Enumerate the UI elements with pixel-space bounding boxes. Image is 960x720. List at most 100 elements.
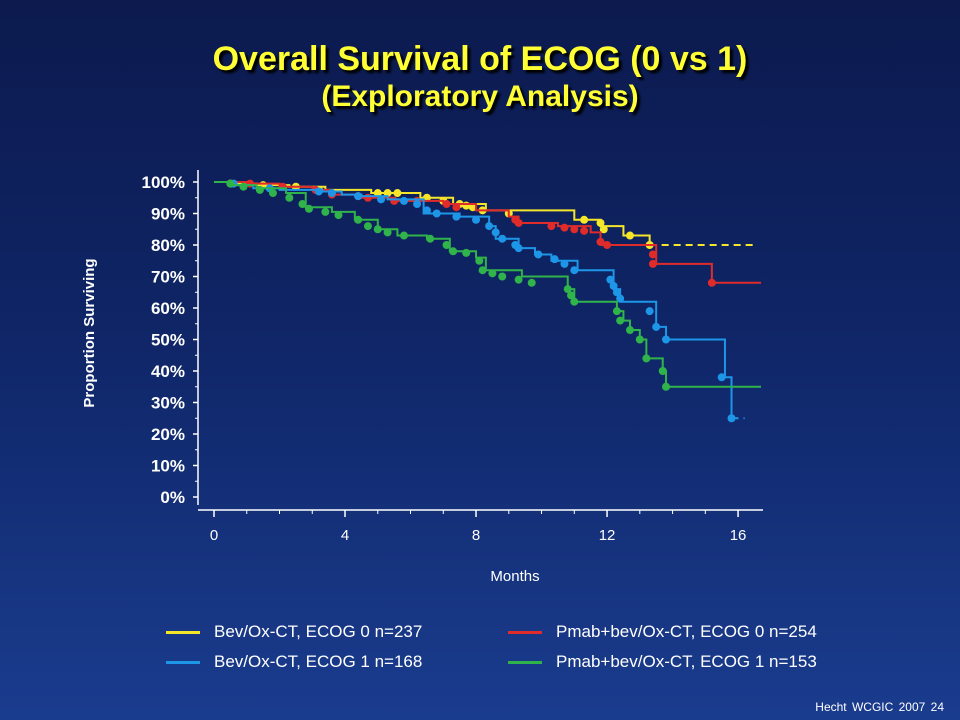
- censor-marker: [354, 192, 363, 201]
- censor-marker: [255, 185, 264, 194]
- censor-marker: [442, 200, 451, 209]
- y-tick-label: 90%: [151, 205, 185, 224]
- censor-marker: [239, 182, 248, 191]
- legend-label: Pmab+bev/Ox-CT, ECOG 0 n=254: [556, 622, 817, 641]
- censor-marker: [314, 187, 323, 196]
- legend-label: Bev/Ox-CT, ECOG 1 n=168: [214, 652, 423, 671]
- legend-label: Bev/Ox-CT, ECOG 0 n=237: [214, 622, 423, 641]
- censor-marker: [625, 231, 634, 240]
- censor-marker: [662, 382, 671, 391]
- censor-marker: [268, 189, 277, 198]
- censor-marker: [648, 259, 657, 268]
- censor-marker: [327, 189, 336, 198]
- censor-marker: [662, 335, 671, 344]
- censor-marker: [609, 281, 618, 290]
- censor-marker: [383, 228, 392, 237]
- censor-marker: [616, 294, 625, 303]
- censor-marker: [534, 250, 543, 259]
- censor-marker: [485, 222, 494, 231]
- legend-swatch: [166, 630, 200, 634]
- y-tick-label: 40%: [151, 362, 185, 381]
- x-tick-label: 16: [730, 527, 747, 544]
- chart-title: Overall Survival of ECOG (0 vs 1): [212, 40, 748, 78]
- censor-marker: [377, 195, 386, 204]
- x-tick-label: 0: [210, 527, 218, 544]
- censor-marker: [560, 259, 569, 268]
- censor-marker: [373, 189, 382, 198]
- censor-marker: [363, 193, 372, 202]
- censor-marker: [226, 179, 235, 188]
- censor-marker: [452, 203, 461, 212]
- censor-marker: [452, 212, 461, 221]
- censor-marker: [399, 196, 408, 205]
- censor-marker: [422, 193, 431, 202]
- y-tick-label: 70%: [151, 268, 185, 287]
- censor-marker: [321, 207, 330, 216]
- censor-marker: [514, 218, 523, 227]
- chart-subtitle: (Exploratory Analysis): [321, 80, 639, 113]
- legend-item-bev-ecog0: Bev/Ox-CT, ECOG 0 n=237: [166, 622, 422, 642]
- censor-marker: [603, 241, 612, 249]
- censor-marker: [393, 189, 402, 198]
- censor-marker: [383, 189, 392, 198]
- y-tick-label: 100%: [142, 173, 185, 192]
- censor-marker: [475, 256, 484, 265]
- censor-marker: [527, 278, 536, 287]
- footer-citation: Hecht WCGIC 2007 24: [815, 700, 944, 714]
- censor-marker: [596, 237, 605, 246]
- censor-marker: [606, 275, 615, 284]
- y-tick-label: 0%: [160, 488, 185, 507]
- legend-swatch: [508, 630, 542, 634]
- censor-marker: [648, 250, 657, 259]
- censor-marker: [570, 225, 579, 234]
- legend-item-bev-ecog1: Bev/Ox-CT, ECOG 1 n=168: [166, 652, 422, 672]
- censor-marker: [599, 225, 608, 234]
- y-tick-label: 60%: [151, 299, 185, 318]
- censor-marker: [625, 326, 634, 335]
- censor-marker: [612, 288, 621, 297]
- censor-marker: [426, 234, 435, 243]
- censor-marker: [354, 215, 363, 224]
- y-tick-label: 20%: [151, 425, 185, 444]
- censor-marker: [462, 248, 471, 257]
- censor-marker: [658, 367, 667, 375]
- censor-marker: [298, 200, 307, 209]
- censor-marker: [596, 218, 605, 227]
- x-tick-label: 12: [599, 527, 616, 544]
- censor-marker: [645, 307, 654, 316]
- y-tick-label: 30%: [151, 394, 185, 413]
- censor-marker: [642, 354, 651, 363]
- censor-marker: [580, 226, 589, 235]
- censor-marker: [717, 373, 726, 382]
- x-tick-label: 4: [341, 527, 349, 544]
- censor-marker: [390, 196, 399, 205]
- censor-marker: [567, 291, 576, 300]
- censor-marker: [478, 266, 487, 275]
- censor-marker: [468, 203, 477, 212]
- legend-item-pmab-ecog0: Pmab+bev/Ox-CT, ECOG 0 n=254: [508, 622, 817, 642]
- censor-marker: [498, 234, 507, 243]
- censor-marker: [563, 285, 572, 294]
- censor-marker: [488, 269, 497, 278]
- censor-marker: [491, 228, 500, 237]
- censor-marker: [413, 200, 422, 209]
- x-tick-label: 8: [472, 527, 480, 544]
- censor-marker: [612, 307, 621, 316]
- censor-marker: [635, 335, 644, 344]
- censor-marker: [285, 193, 294, 202]
- censor-marker: [514, 275, 523, 284]
- series-line: [214, 181, 761, 388]
- censor-marker: [727, 414, 736, 423]
- censor-marker: [472, 215, 481, 224]
- censor-marker: [304, 204, 313, 213]
- y-tick-label: 10%: [151, 457, 185, 476]
- censor-marker: [570, 266, 579, 275]
- censor-marker: [498, 272, 507, 281]
- x-axis-label: Months: [490, 568, 540, 585]
- censor-marker: [707, 278, 716, 287]
- censor-marker: [442, 241, 451, 249]
- series-line: [214, 181, 733, 419]
- legend-label: Pmab+bev/Ox-CT, ECOG 1 n=153: [556, 652, 817, 671]
- censor-marker: [373, 225, 382, 234]
